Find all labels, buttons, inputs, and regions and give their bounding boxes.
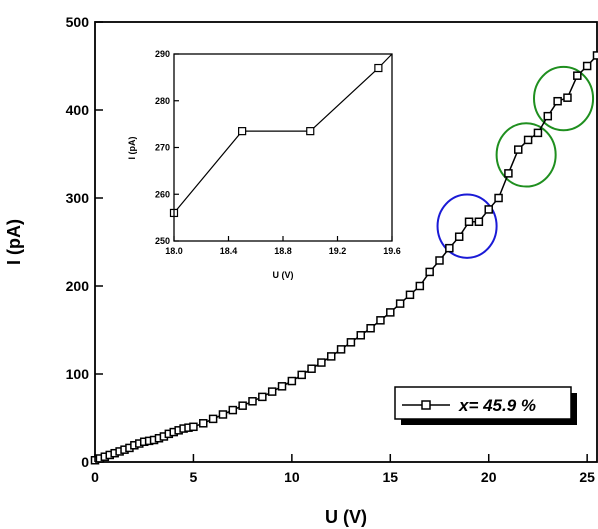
data-point: [326, 352, 336, 361]
main-y-axis-ticks: 0 100 200 300 400 500: [66, 14, 103, 470]
x-tick-label: 15: [383, 469, 399, 485]
data-point: [553, 96, 562, 106]
data-point: [592, 51, 598, 60]
highlight-circle-3: [533, 65, 595, 132]
data-point: [543, 111, 553, 121]
inset-background: [174, 54, 392, 241]
highlight-circle-2: [495, 122, 557, 188]
data-point: [563, 93, 572, 102]
main-annotations: [436, 65, 595, 259]
data-point: [238, 401, 247, 410]
data-point: [258, 392, 267, 402]
data-point: [287, 376, 297, 386]
inset-data-point: [374, 63, 383, 73]
data-point: [582, 61, 592, 71]
data-point: [267, 387, 277, 396]
data-point: [405, 290, 415, 300]
data-point: [474, 217, 484, 227]
x-tick-label: 5: [190, 469, 198, 485]
legend-label: x= 45.9 %: [458, 396, 536, 415]
y-tick-label: 300: [66, 190, 90, 206]
inset-y-tick-label: 290: [155, 49, 170, 59]
inset-data-point: [306, 127, 315, 136]
data-point: [297, 370, 306, 380]
inset-x-tick-label: 19.6: [383, 246, 401, 256]
data-point: [208, 414, 218, 424]
inset-plot: 18.0 18.4 18.8 19.2 19.6 250 260 270 280 290 U (…: [127, 49, 401, 280]
inset-y-tick-label: 260: [155, 189, 170, 199]
main-plot-frame: [94, 21, 598, 463]
data-point: [415, 281, 425, 291]
data-point: [248, 397, 257, 406]
data-point: [523, 135, 533, 145]
inset-x-axis-title: U (V): [273, 270, 294, 280]
data-point: [356, 331, 366, 340]
data-point: [494, 193, 503, 203]
y-tick-label: 500: [66, 14, 90, 30]
data-point: [504, 169, 513, 178]
inset-x-tick-label: 19.2: [329, 246, 347, 256]
y-tick-label: 200: [66, 278, 90, 294]
inset-x-tick-label: 18.0: [165, 246, 183, 256]
data-point: [336, 345, 346, 354]
inset-x-tick-label: 18.4: [220, 246, 238, 256]
inset-x-tick-label: 18.8: [274, 246, 292, 256]
main-plot: 0 5 10 15 20 25 0 100 200 300 400 500 U (V) I (pA): [4, 14, 598, 527]
x-tick-label: 10: [284, 469, 300, 485]
legend-marker: [421, 400, 431, 410]
inset-data-point: [238, 127, 247, 136]
data-point: [514, 145, 523, 154]
data-point: [218, 410, 228, 419]
data-point: [484, 205, 493, 214]
data-point: [454, 232, 464, 241]
data-point: [386, 308, 395, 317]
data-point: [395, 299, 405, 308]
y-tick-label: 400: [66, 102, 90, 118]
main-series: [90, 51, 598, 465]
x-axis-title: U (V): [325, 507, 367, 527]
data-point: [573, 71, 582, 80]
data-point: [435, 256, 444, 265]
y-tick-label: 0: [81, 454, 89, 470]
data-point: [277, 382, 287, 391]
y-axis-title: I (pA): [4, 219, 24, 265]
inset-y-tick-label: 280: [155, 96, 170, 106]
data-point: [189, 422, 198, 432]
legend: x= 45.9 %: [394, 386, 577, 425]
data-point: [228, 405, 238, 415]
data-point: [317, 358, 326, 367]
y-tick-label: 100: [66, 366, 90, 382]
inset-x-axis-ticks: 18.0 18.4 18.8 19.2 19.6: [165, 236, 401, 256]
data-point: [464, 217, 474, 227]
data-point: [425, 267, 434, 277]
x-tick-label: 0: [91, 469, 99, 485]
x-tick-label: 20: [481, 469, 497, 485]
highlight-circle-1: [436, 193, 498, 259]
data-point: [199, 419, 208, 428]
data-point: [445, 243, 454, 253]
data-point: [366, 323, 375, 333]
inset-y-axis-ticks: 250 260 270 280 290: [155, 49, 179, 246]
x-tick-label: 25: [579, 469, 595, 485]
inset-y-tick-label: 250: [155, 236, 170, 246]
inset-y-axis-title: I (pA): [127, 137, 137, 160]
data-point: [533, 128, 543, 138]
main-x-axis-ticks: 0 5 10 15 20 25: [91, 454, 595, 485]
inset-y-tick-label: 270: [155, 143, 170, 153]
data-point: [307, 364, 316, 373]
data-point: [346, 338, 356, 347]
data-point: [376, 316, 385, 325]
